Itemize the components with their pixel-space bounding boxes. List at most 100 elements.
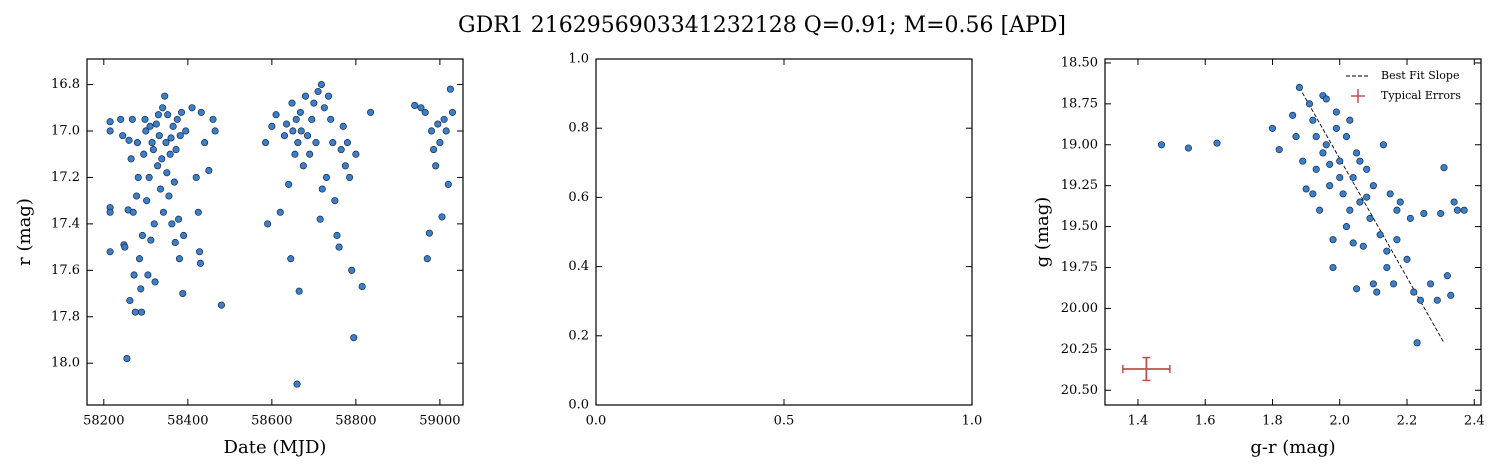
point [1353, 149, 1361, 157]
point [1342, 133, 1351, 141]
point [137, 285, 145, 293]
point [179, 289, 187, 298]
point [1416, 296, 1425, 304]
y-tick-label: 19.00 [1061, 137, 1098, 152]
panel: 58200 58400 58600 58800 59000 16.8 17.0 17.2 17.… [14, 58, 464, 458]
point [1390, 280, 1398, 288]
point [297, 127, 305, 135]
point [348, 266, 356, 274]
point [1363, 165, 1371, 173]
x-tick-label: 2.4 [1464, 414, 1485, 429]
point [411, 101, 419, 109]
point [423, 255, 431, 263]
point [159, 208, 168, 216]
point [1346, 206, 1354, 214]
point [1326, 182, 1334, 190]
point [192, 173, 200, 181]
point [444, 180, 452, 188]
point [106, 118, 114, 126]
point [152, 120, 160, 128]
point [264, 220, 272, 228]
point [165, 192, 173, 200]
point [163, 169, 171, 177]
point [288, 99, 296, 107]
point [352, 150, 360, 158]
point [446, 85, 454, 93]
point [106, 208, 114, 216]
point [1309, 116, 1317, 124]
point [123, 355, 131, 363]
y-tick-label: 0.0 [568, 398, 589, 413]
y-tick-label: 16.8 [51, 77, 80, 92]
panel: 1.4 1.6 1.8 2.0 2.2 2.4 18.50 18.75 19.00 19.25 19… [1032, 55, 1485, 458]
point [140, 150, 148, 158]
y-axis-label: g (mag) [1032, 197, 1053, 268]
point [164, 111, 172, 119]
point [172, 146, 180, 154]
point [276, 208, 284, 216]
point [434, 120, 442, 128]
point [1292, 133, 1300, 141]
point [149, 146, 157, 154]
legend-label: Best Fit Slope [1381, 69, 1459, 82]
x-axis-label: Date (MJD) [224, 437, 327, 458]
point [141, 115, 149, 123]
point [168, 220, 176, 228]
point [209, 115, 217, 123]
point [130, 271, 138, 279]
point [147, 236, 155, 244]
point [128, 115, 136, 123]
point [1319, 149, 1327, 157]
point [106, 127, 114, 135]
plot-frame [1104, 58, 1482, 406]
point [1322, 95, 1330, 103]
point [131, 308, 139, 316]
point [314, 87, 322, 96]
point [1299, 157, 1307, 165]
point [346, 173, 354, 181]
point [261, 139, 270, 147]
point [421, 108, 429, 116]
point [1342, 223, 1351, 231]
point [272, 111, 280, 119]
point [138, 308, 146, 316]
point [432, 162, 440, 170]
point [296, 108, 304, 116]
point [350, 334, 358, 342]
point [201, 139, 209, 147]
point [1312, 133, 1320, 141]
point [325, 92, 333, 100]
plot-frame [595, 58, 973, 406]
y-tick-label: 17.8 [51, 309, 80, 324]
point [294, 139, 302, 147]
point [146, 122, 154, 130]
point [1184, 144, 1192, 152]
point [151, 278, 159, 286]
point [1393, 206, 1401, 214]
point [211, 127, 219, 135]
point [1437, 209, 1445, 218]
point [194, 208, 202, 216]
point [1383, 263, 1391, 272]
point [1406, 214, 1414, 222]
point [310, 99, 318, 107]
point [1326, 160, 1334, 168]
point [155, 132, 163, 140]
point [1433, 296, 1441, 304]
point [1336, 173, 1344, 182]
point [292, 115, 300, 123]
point [1386, 190, 1394, 198]
point [1413, 339, 1421, 347]
point [121, 243, 129, 251]
point [322, 173, 331, 181]
point [448, 108, 457, 116]
y-tick-label: 18.0 [51, 356, 80, 371]
point [148, 139, 156, 147]
point [341, 162, 349, 170]
y-tick-label: 0.4 [568, 259, 589, 274]
point [427, 127, 436, 135]
point [169, 122, 177, 130]
point [167, 134, 175, 142]
